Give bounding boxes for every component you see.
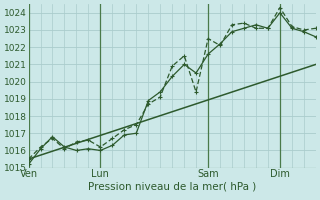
X-axis label: Pression niveau de la mer( hPa ): Pression niveau de la mer( hPa )	[88, 182, 256, 192]
